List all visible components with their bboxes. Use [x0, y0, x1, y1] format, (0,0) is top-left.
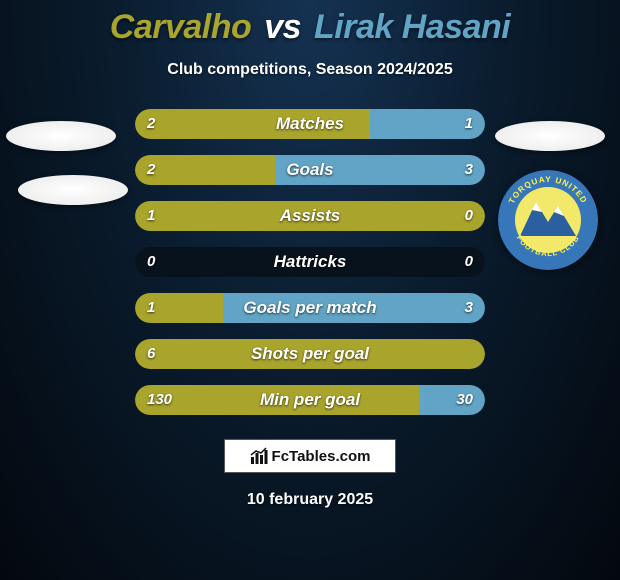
stat-row: 6Shots per goal: [135, 339, 485, 369]
player-marker-ellipse: [495, 121, 605, 151]
stat-row: 21Matches: [135, 109, 485, 139]
stat-label: Goals per match: [135, 293, 485, 323]
stat-label: Hattricks: [135, 247, 485, 277]
stat-label: Matches: [135, 109, 485, 139]
stat-row: 23Goals: [135, 155, 485, 185]
player-marker-ellipse: [6, 121, 116, 151]
stat-label: Goals: [135, 155, 485, 185]
player2-name: Lirak Hasani: [314, 8, 510, 46]
brand-logo: FcTables.com: [224, 439, 396, 473]
player1-name: Carvalho: [110, 8, 252, 46]
stat-row: 13Goals per match: [135, 293, 485, 323]
subtitle: Club competitions, Season 2024/2025: [0, 61, 620, 79]
stat-rows: 21Matches 23Goals 10Assists 00Hattricks 13Go…: [135, 109, 485, 415]
stat-row: 10Assists: [135, 201, 485, 231]
date-text: 10 february 2025: [0, 491, 620, 509]
vs-separator: vs: [264, 8, 301, 46]
stat-label: Assists: [135, 201, 485, 231]
stat-row: 00Hattricks: [135, 247, 485, 277]
comparison-title: Carvalho vs Lirak Hasani: [0, 0, 620, 47]
stat-row: 13030Min per goal: [135, 385, 485, 415]
club-badge: TORQUAY UNITED FOOTBALL CLUB: [498, 170, 598, 270]
player-marker-ellipse: [18, 175, 128, 205]
stat-label: Min per goal: [135, 385, 485, 415]
brand-text: FcTables.com: [272, 448, 371, 465]
chart-icon: [250, 447, 268, 465]
stat-label: Shots per goal: [135, 339, 485, 369]
